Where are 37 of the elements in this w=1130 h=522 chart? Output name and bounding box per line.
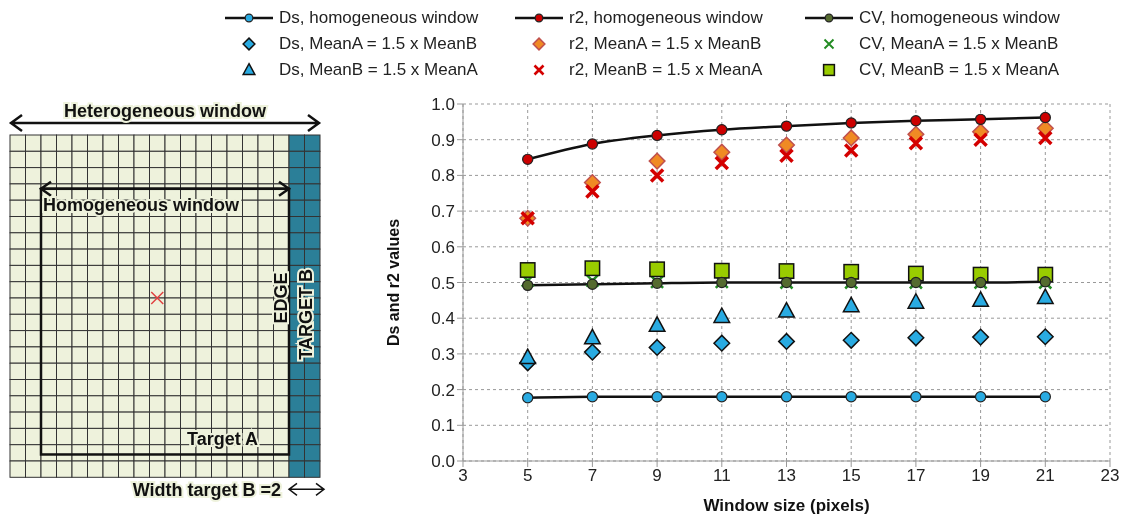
legend-label: CV, homogeneous window	[859, 8, 1060, 28]
x-tick-label: 17	[906, 466, 926, 486]
y-tick-label: 0.0	[431, 452, 455, 472]
x-tick-label: 3	[458, 466, 468, 486]
legend-label: Ds, MeanA = 1.5 x MeanB	[279, 34, 477, 54]
x-axis-title: Window size (pixels)	[703, 496, 870, 515]
legend-label: r2, MeanB = 1.5 x MeanA	[569, 60, 763, 80]
y-tick-label: 0.6	[431, 237, 455, 257]
x-tick-label: 7	[587, 466, 598, 486]
text: TARGET B	[295, 268, 316, 360]
y-tick-label: 0.5	[431, 273, 455, 293]
x-tick-label: 11	[712, 466, 731, 486]
x-tick-label: 5	[522, 466, 533, 486]
x-tick-label: 15	[841, 466, 861, 486]
y-axis-title: Ds and r2 values	[384, 218, 402, 347]
x-tick-label: 23	[1100, 466, 1120, 486]
legend-label: CV, MeanB = 1.5 x MeanA	[859, 60, 1060, 80]
x-tick-label: 19	[971, 466, 991, 486]
y-tick-label: 0.1	[431, 416, 455, 436]
text: Width target B =2	[132, 480, 281, 501]
legend-label: Ds, MeanB = 1.5 x MeanA	[279, 60, 478, 80]
x-tick-label: 21	[1035, 466, 1055, 486]
legend-label: r2, MeanA = 1.5 x MeanB	[569, 34, 762, 54]
y-tick-label: 0.7	[431, 202, 455, 222]
legend-label: Ds, homogeneous window	[279, 8, 479, 28]
y-tick-label: 0.9	[431, 130, 455, 150]
y-tick-label: 0.4	[431, 309, 455, 329]
text: Heterogeneous window	[63, 101, 267, 121]
x-tick-label: 13	[777, 466, 796, 486]
y-tick-label: 0.3	[431, 344, 455, 364]
y-tick-label: 0.2	[431, 380, 455, 400]
legend-label: r2, homogeneous window	[569, 8, 763, 28]
text: EDGE	[271, 272, 292, 324]
x-tick-label: 9	[652, 466, 662, 486]
legend-label: CV, MeanA = 1.5 x MeanB	[859, 34, 1059, 54]
y-tick-label: 0.8	[431, 166, 455, 186]
y-tick-label: 1.0	[431, 95, 455, 115]
